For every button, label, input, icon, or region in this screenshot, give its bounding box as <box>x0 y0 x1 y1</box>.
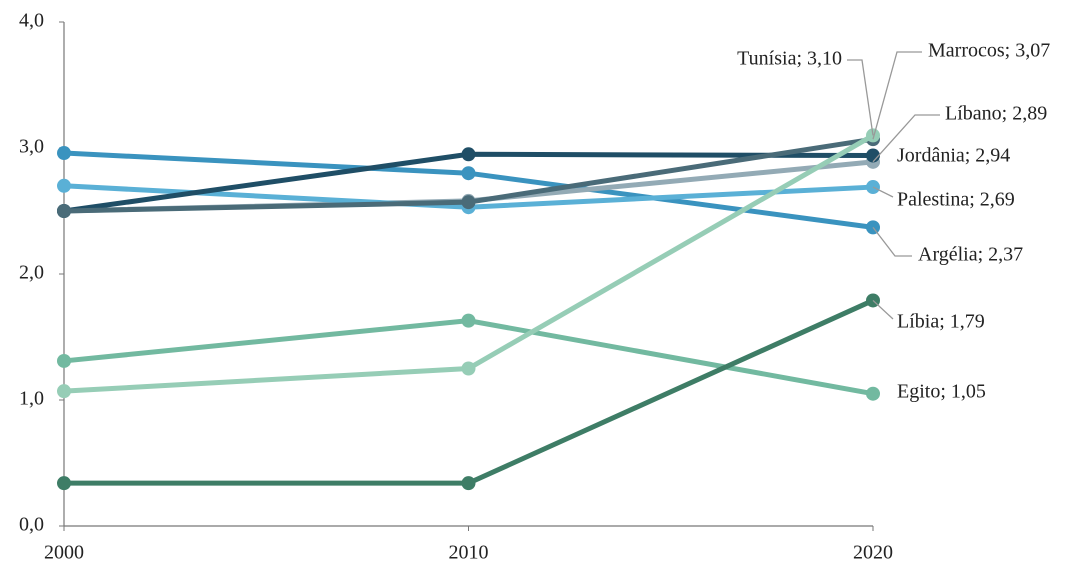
leader-line <box>872 186 894 198</box>
point <box>461 361 476 376</box>
data-label: Líbano; 2,89 <box>945 103 1047 125</box>
leader-line <box>847 59 874 136</box>
point <box>461 166 476 181</box>
data-label: Argélia; 2,37 <box>918 244 1023 266</box>
data-label: Palestina; 2,69 <box>897 189 1015 211</box>
data-label: Marrocos; 3,07 <box>928 40 1050 62</box>
y-tick-label: 3,0 <box>19 136 44 158</box>
point <box>57 178 71 193</box>
leader-line <box>872 299 894 320</box>
leader-line <box>872 226 912 257</box>
y-tick-label: 0,0 <box>19 514 44 536</box>
leader-line <box>872 114 940 163</box>
point <box>866 148 880 163</box>
x-tick-label: 2000 <box>44 542 84 564</box>
data-label: Jordânia; 2,94 <box>897 145 1010 167</box>
data-label: Líbia; 1,79 <box>897 311 985 333</box>
data-label: Tunísia; 3,10 <box>737 48 842 70</box>
series-line <box>64 298 875 486</box>
y-tick-label: 4,0 <box>19 10 44 32</box>
point <box>57 476 71 491</box>
x-tick-label: 2020 <box>853 542 893 564</box>
y-tick-label: 2,0 <box>19 262 44 284</box>
point <box>57 204 71 218</box>
x-tick-label: 2010 <box>449 542 489 564</box>
point <box>461 476 476 491</box>
point <box>57 353 71 368</box>
leader-line <box>872 51 922 140</box>
point <box>461 313 476 328</box>
y-tick-label: 1,0 <box>19 388 44 410</box>
point <box>57 146 71 161</box>
point <box>57 384 71 399</box>
point <box>461 147 476 162</box>
point <box>866 386 880 401</box>
point <box>461 195 476 210</box>
data-label: Egito; 1,05 <box>897 381 986 403</box>
